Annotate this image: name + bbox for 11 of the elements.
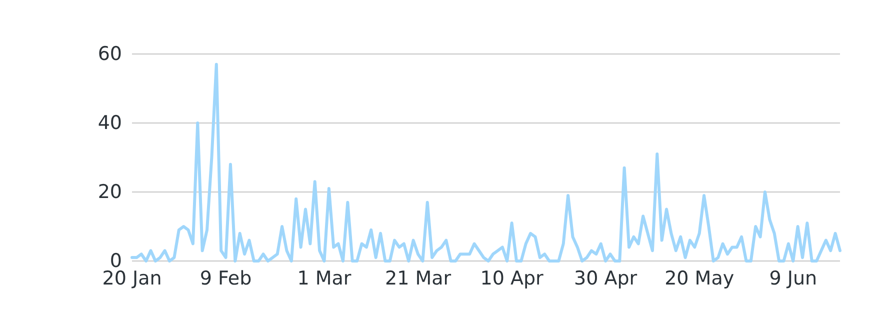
y-tick-label: 20 xyxy=(98,181,122,203)
x-tick-label: 9 Jun xyxy=(769,268,818,290)
x-tick-label: 10 Apr xyxy=(480,268,544,290)
x-tick-label: 20 May xyxy=(664,268,734,290)
x-tick-label: 9 Feb xyxy=(200,268,252,290)
x-tick-label: 21 Mar xyxy=(384,268,452,290)
line-series xyxy=(130,62,842,262)
y-tick-label: 60 xyxy=(98,43,122,65)
x-tick-label: 30 Apr xyxy=(574,268,638,290)
x-tick-label: 1 Mar xyxy=(297,268,352,290)
y-tick-label: 40 xyxy=(98,112,122,134)
